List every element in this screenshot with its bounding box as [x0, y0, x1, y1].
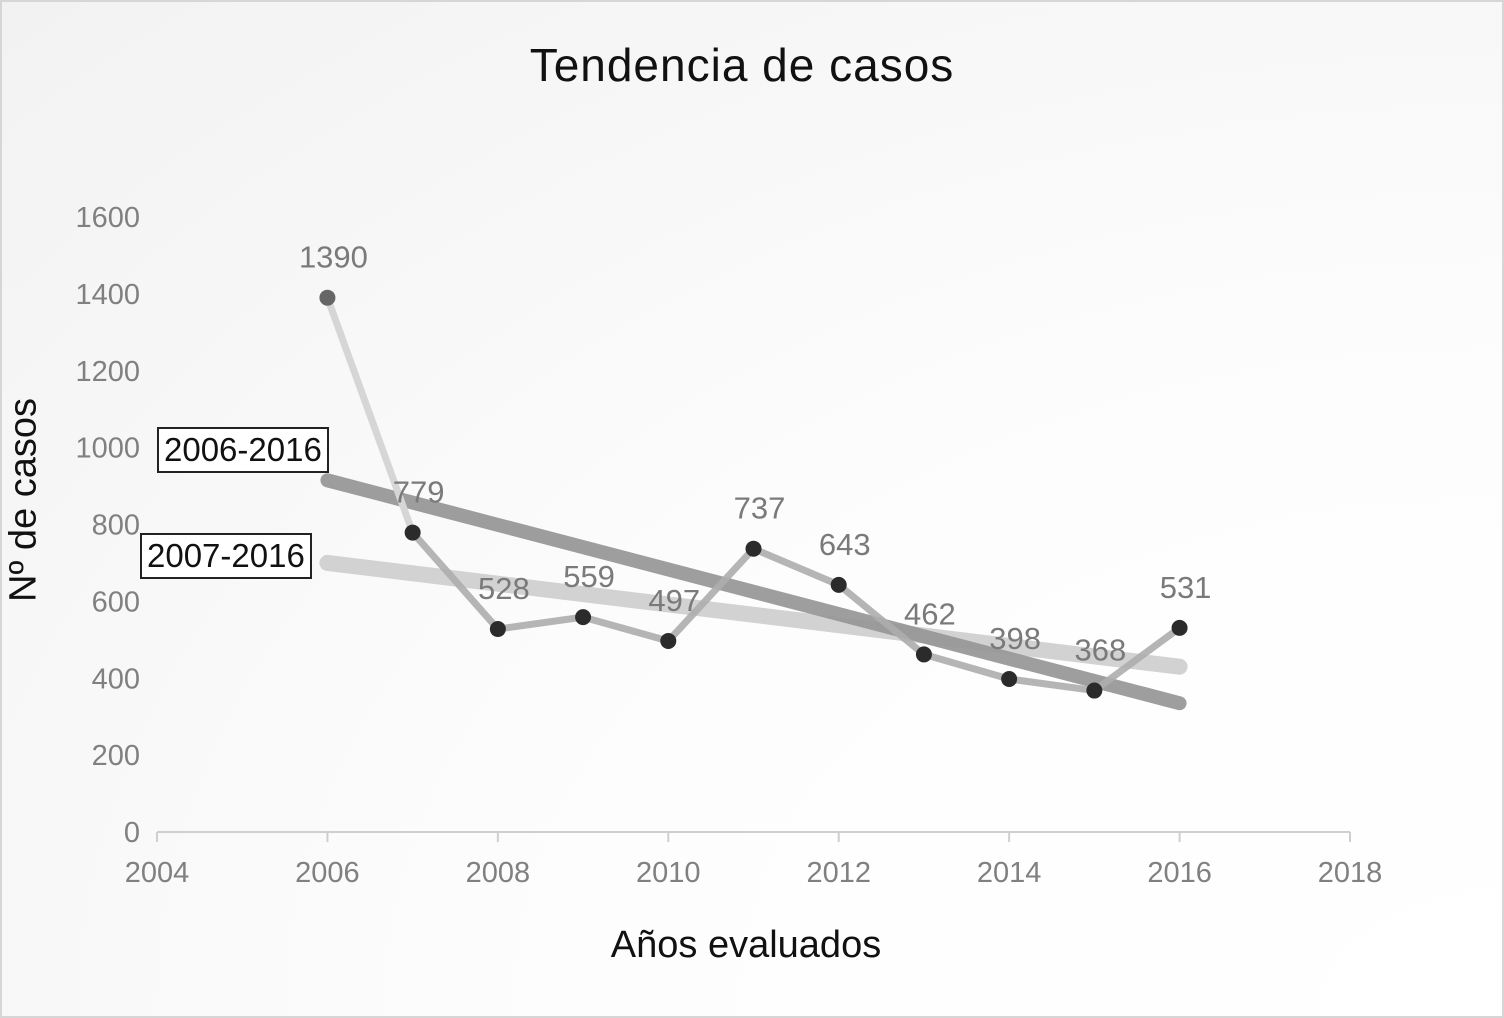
data-point-2013	[915, 646, 932, 663]
x-tick-label-2016: 2016	[1147, 857, 1212, 889]
y-tick-label-200: 200	[92, 740, 140, 772]
trendline-label-2007-2016: 2007-2016	[140, 533, 312, 579]
data-point-2014	[1001, 671, 1018, 688]
series-line-first-segment	[323, 294, 417, 537]
data-point-2012	[830, 576, 847, 593]
chart-title: Tendencia de casos	[529, 39, 955, 91]
data-label-2008: 528	[478, 571, 530, 606]
x-tick-label-2018: 2018	[1318, 857, 1383, 889]
data-label-2009: 559	[563, 559, 615, 594]
y-tick-label-1200: 1200	[75, 356, 140, 388]
trendline-2007-2016	[319, 554, 1188, 675]
data-label-2013: 462	[904, 596, 956, 631]
y-tick-label-800: 800	[92, 510, 140, 542]
data-label-2016: 531	[1160, 570, 1212, 605]
data-point-2006	[319, 289, 336, 306]
series-line	[409, 529, 1184, 695]
data-label-2010: 497	[648, 583, 700, 618]
data-point-2007	[404, 524, 421, 541]
data-point-2011	[745, 540, 762, 557]
data-point-2008	[489, 621, 506, 638]
data-labels-layer: 1390 779 528 559 497 737 643 462 398 368 531	[299, 240, 1211, 668]
data-label-2015: 368	[1074, 633, 1126, 668]
x-tick-label-2004: 2004	[125, 857, 190, 889]
data-label-2006: 1390	[299, 240, 368, 275]
y-tick-label-1400: 1400	[75, 279, 140, 311]
x-tick-label-2010: 2010	[636, 857, 701, 889]
data-label-2012: 643	[819, 527, 871, 562]
y-tick-label-1000: 1000	[75, 433, 140, 465]
trendlines-layer	[319, 473, 1188, 711]
y-tick-label-1600: 1600	[75, 202, 140, 234]
y-axis-title: Nº de casos	[2, 398, 45, 602]
data-label-2007: 779	[393, 475, 445, 510]
data-label-2014: 398	[989, 621, 1041, 656]
x-tick-label-2012: 2012	[806, 857, 871, 889]
x-tick-label-2008: 2008	[466, 857, 531, 889]
data-point-2016	[1171, 619, 1188, 636]
series-layer	[319, 289, 1188, 699]
x-tick-label-2014: 2014	[977, 857, 1042, 889]
y-tick-label-0: 0	[124, 817, 140, 849]
data-point-2010	[660, 632, 677, 649]
data-point-2015	[1086, 682, 1103, 699]
x-axis-title: Años evaluados	[610, 924, 882, 966]
y-tick-label-400: 400	[92, 663, 140, 695]
y-tick-label-600: 600	[92, 586, 140, 618]
trendline-2006-2016	[320, 473, 1187, 711]
trendline-label-2006-2016: 2006-2016	[157, 427, 329, 473]
x-tick-label-2006: 2006	[295, 857, 360, 889]
data-label-2011: 737	[734, 491, 786, 526]
data-point-2009	[575, 609, 592, 626]
axes-layer: 2004 2006 2008 2010 2012 2014 2016 2018 0 200 400 6…	[75, 202, 1382, 889]
